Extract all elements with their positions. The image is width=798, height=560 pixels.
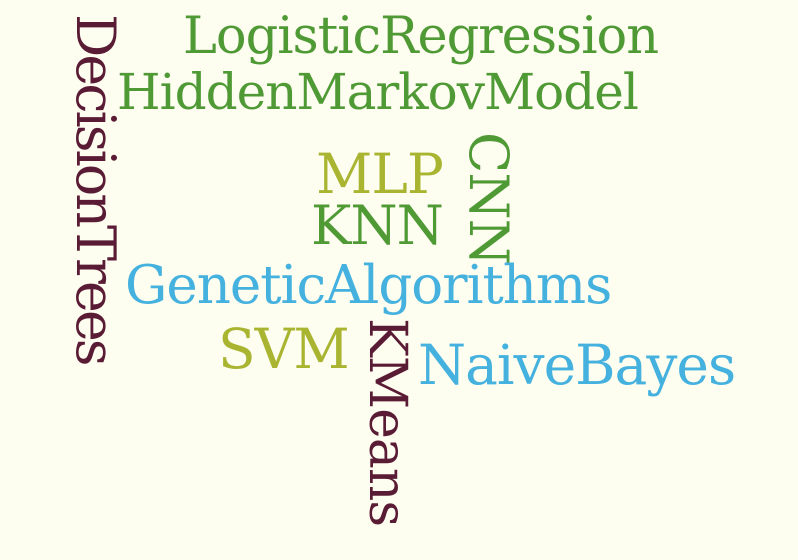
word-svm: SVM (218, 317, 350, 381)
word-genetic-algorithms: GeneticAlgorithms (125, 255, 612, 316)
word-knn: KNN (311, 194, 444, 257)
word-logistic-regression: LogisticRegression (183, 7, 659, 66)
word-naive-bayes: NaiveBayes (418, 333, 736, 397)
word-hidden-markov-model: HiddenMarkovModel (117, 63, 639, 121)
word-cnn: CNN (457, 132, 520, 265)
word-decision-trees: DecisionTrees (64, 14, 127, 364)
word-kmeans: KMeans (357, 318, 417, 527)
word-mlp: MLP (316, 142, 444, 206)
